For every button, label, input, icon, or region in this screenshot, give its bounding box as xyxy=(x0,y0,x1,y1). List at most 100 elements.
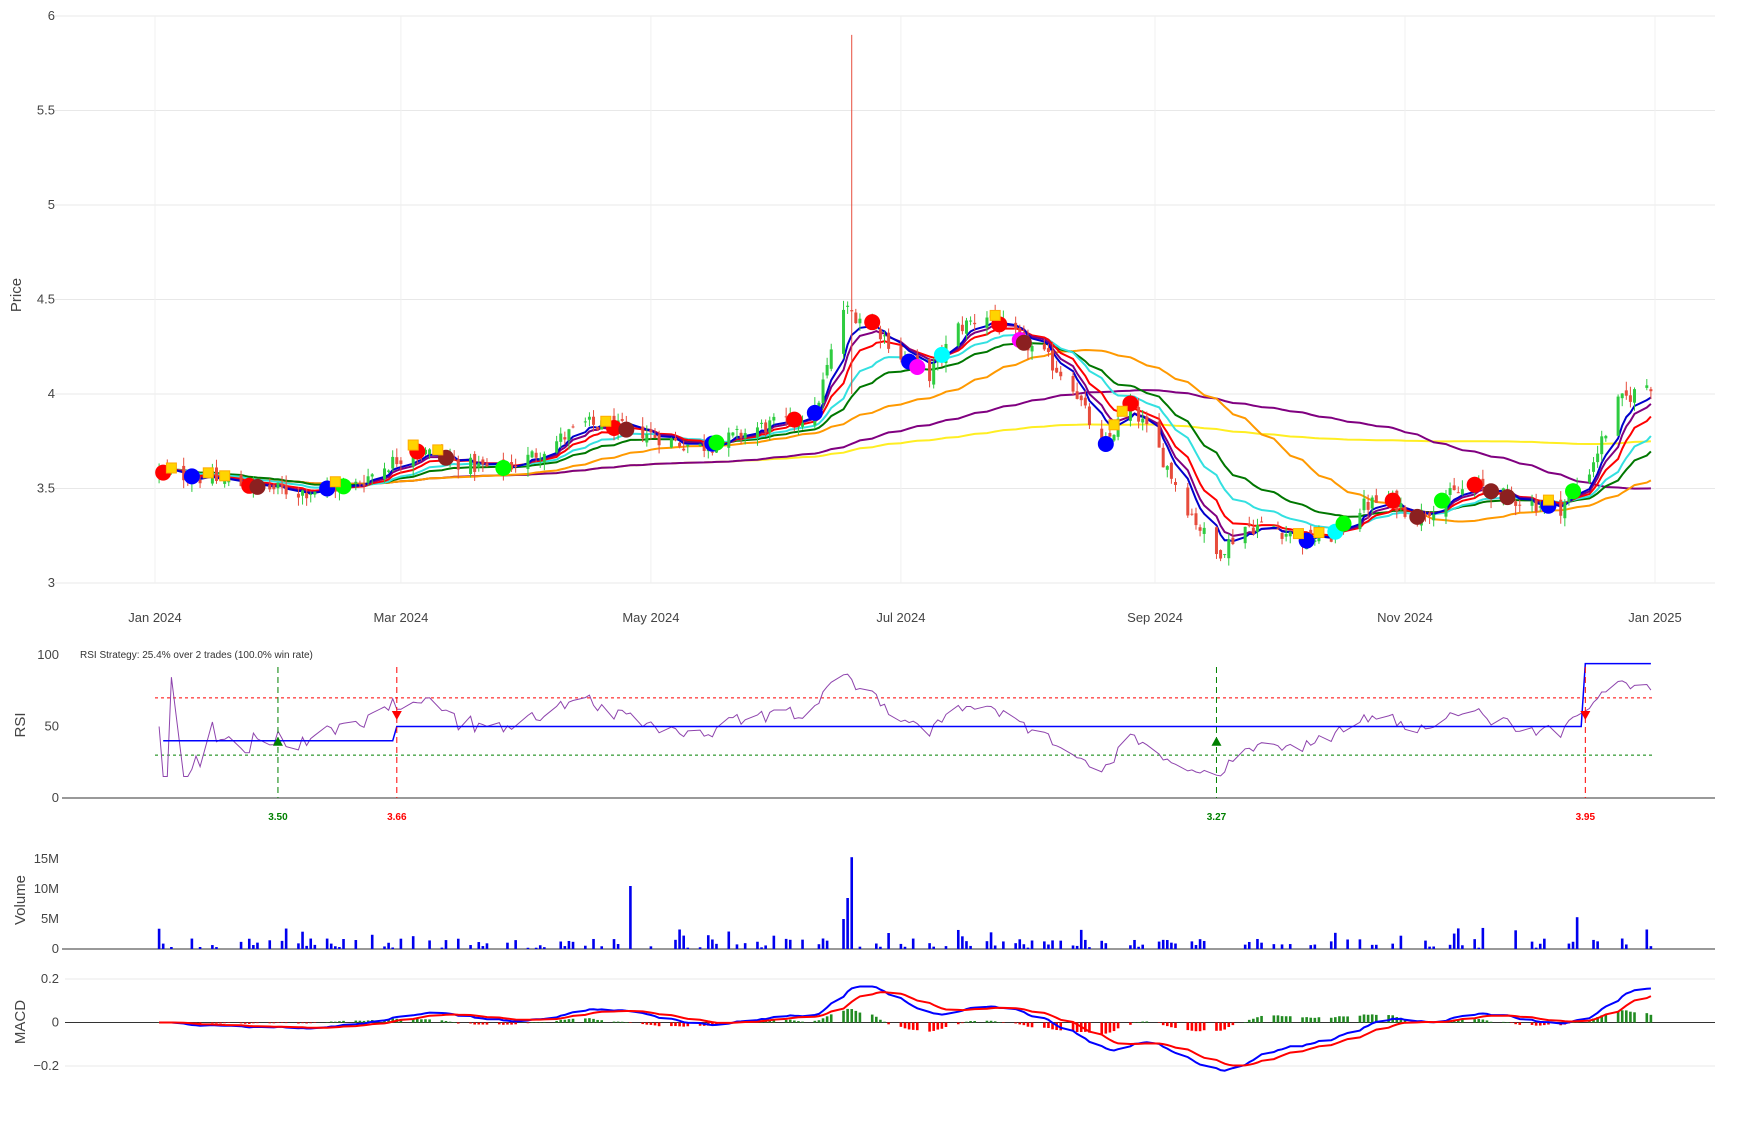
volume-bar xyxy=(1358,939,1362,949)
signal-square xyxy=(219,470,231,482)
macd-histogram-bar xyxy=(1461,1019,1464,1023)
volume-bar xyxy=(711,939,714,949)
trade-arrow xyxy=(272,736,283,746)
macd-histogram-bar xyxy=(629,1022,632,1023)
candle-body xyxy=(1362,498,1366,511)
macd-histogram-bar xyxy=(510,1022,513,1025)
candle-body xyxy=(514,466,518,468)
trade-arrow xyxy=(1211,736,1222,746)
volume-bar xyxy=(567,940,571,949)
volume-bar xyxy=(1375,944,1378,949)
macd-histogram-bar xyxy=(481,1022,485,1025)
volume-bar xyxy=(329,943,333,949)
candle-body xyxy=(1173,481,1177,485)
signal-square xyxy=(1108,419,1120,431)
candle-body xyxy=(1313,540,1317,542)
macd-histogram-bar xyxy=(272,1022,276,1024)
macd-histogram-bar xyxy=(1358,1015,1362,1023)
candle-body xyxy=(956,323,960,346)
macd-histogram-bar xyxy=(813,1020,817,1023)
volume-bar xyxy=(1260,942,1263,949)
macd-histogram-bar xyxy=(1043,1022,1046,1028)
macd-histogram-bar xyxy=(571,1018,575,1023)
candle-body xyxy=(1432,514,1436,521)
macd-histogram-bar xyxy=(1477,1018,1481,1023)
signal-marker xyxy=(933,346,950,363)
volume-bar xyxy=(1329,941,1333,949)
macd-histogram-bar xyxy=(768,1020,772,1023)
macd-histogram-bar xyxy=(1387,1015,1390,1023)
macd-histogram-bar xyxy=(821,1018,825,1023)
volume-bar xyxy=(817,944,821,949)
volume-bar xyxy=(1596,941,1599,949)
candle-body xyxy=(858,318,862,324)
macd-histogram-bar xyxy=(1510,1022,1513,1023)
candle-body xyxy=(1649,389,1653,392)
candle-body xyxy=(473,453,477,472)
candle-body xyxy=(182,465,186,481)
macd-histogram-bar xyxy=(993,1021,997,1023)
macd-histogram-bar xyxy=(1600,1015,1604,1023)
candle-body xyxy=(829,349,833,369)
candle-body xyxy=(1448,488,1452,495)
candle-body xyxy=(973,322,977,325)
volume-bar xyxy=(592,938,595,949)
volume-bar xyxy=(1592,939,1595,949)
candle-body xyxy=(530,451,534,458)
macd-histogram-bar xyxy=(444,1021,448,1023)
macd-histogram-bar xyxy=(1346,1016,1349,1023)
candle-body xyxy=(682,448,686,451)
candle-body xyxy=(649,429,653,433)
volume-bar xyxy=(268,940,272,949)
macd-histogram-bar xyxy=(887,1022,890,1025)
candle-body xyxy=(1137,407,1141,422)
candle-body xyxy=(1030,345,1034,352)
candle-body xyxy=(1460,489,1464,495)
candle-body xyxy=(768,420,772,433)
signal-square xyxy=(202,467,214,479)
trade-price-label: 3.27 xyxy=(1207,812,1227,823)
candle-body xyxy=(1530,501,1534,506)
macd-histogram-bar xyxy=(559,1019,563,1023)
volume-bar xyxy=(899,943,903,949)
macd-histogram-bar xyxy=(555,1020,558,1023)
price-y-tick: 4.5 xyxy=(37,292,55,307)
macd-histogram-bar xyxy=(784,1019,788,1023)
macd-histogram-bar xyxy=(588,1018,591,1023)
candle-body xyxy=(596,427,600,430)
candle-body xyxy=(538,458,542,460)
candle-body xyxy=(969,320,973,322)
volume-bar xyxy=(1288,944,1292,949)
candle-body xyxy=(301,490,305,496)
candle-body xyxy=(1444,499,1448,517)
signal-marker xyxy=(786,411,803,428)
macd-histogram-bar xyxy=(1231,1022,1235,1026)
rsi-y-tick: 100 xyxy=(37,647,59,662)
volume-bar xyxy=(1428,946,1431,949)
candle-body xyxy=(1223,554,1227,556)
volume-bar xyxy=(760,947,763,949)
rsi-strategy-title: RSI Strategy: 25.4% over 2 trades (100.0… xyxy=(80,650,313,661)
volume-y-tick: 10M xyxy=(34,881,59,896)
candle-body xyxy=(452,458,456,460)
candle-body xyxy=(1518,504,1522,506)
macd-histogram-bar xyxy=(879,1019,882,1023)
volume-bar xyxy=(1391,943,1395,949)
volume-bar xyxy=(985,941,989,949)
candle-body xyxy=(1399,503,1403,508)
volume-bar xyxy=(280,940,284,949)
volume-bar xyxy=(1399,935,1403,949)
volume-bar xyxy=(1481,927,1485,949)
volume-bar xyxy=(858,946,862,949)
volume-bar xyxy=(1170,942,1173,949)
candle-body xyxy=(1587,474,1591,483)
volume-bar xyxy=(903,946,907,949)
macd-histogram-bar xyxy=(907,1022,911,1030)
macd-histogram-bar xyxy=(961,1022,964,1024)
volume-bar xyxy=(256,942,259,949)
candle-body xyxy=(727,432,731,448)
macd-histogram-bar xyxy=(1604,1014,1608,1023)
volume-bar xyxy=(247,938,251,949)
volume-bar xyxy=(584,945,587,949)
